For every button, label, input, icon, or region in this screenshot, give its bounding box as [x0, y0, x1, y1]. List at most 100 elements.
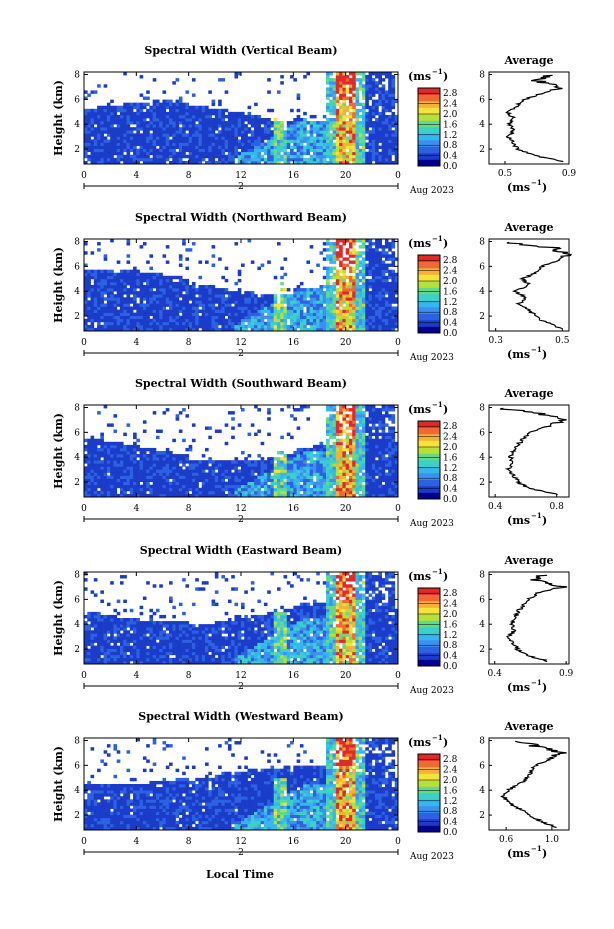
- heatmap-cell: [332, 254, 337, 258]
- heatmap-cell: [106, 315, 111, 320]
- heatmap-cell: [123, 269, 127, 274]
- heatmap-cell: [214, 475, 219, 479]
- heatmap-cell: [227, 487, 232, 492]
- heatmap-cell: [100, 114, 104, 119]
- heatmap-cell: [368, 84, 373, 88]
- heatmap-cell: [116, 484, 121, 489]
- heatmap-cell: [133, 451, 137, 455]
- heatmap-cell: [267, 136, 271, 140]
- heatmap-cell: [276, 154, 281, 159]
- heatmap-cell: [172, 275, 176, 280]
- heatmap-cell: [110, 118, 114, 122]
- heatmap-cell: [214, 145, 219, 150]
- heatmap-cell: [152, 275, 157, 280]
- heatmap-cell: [155, 454, 160, 458]
- heatmap-cell: [93, 160, 98, 165]
- heatmap-cell: [103, 309, 108, 313]
- heatmap-cell: [342, 291, 347, 295]
- heatmap-cell: [129, 463, 134, 467]
- heatmap-cell: [326, 75, 330, 79]
- heatmap-cell: [257, 303, 261, 307]
- heatmap-cell: [375, 142, 379, 146]
- heatmap-cell: [247, 160, 252, 165]
- heatmap-cell: [303, 481, 307, 486]
- heatmap-cell: [221, 303, 225, 307]
- heatmap-cell: [368, 272, 373, 277]
- heatmap-cell: [234, 291, 239, 295]
- heatmap-cell: [345, 114, 350, 119]
- heatmap-cell: [368, 81, 373, 85]
- heatmap-cell: [352, 145, 356, 150]
- heatmap-cell: [381, 93, 386, 97]
- heatmap-cell: [375, 102, 379, 107]
- heatmap-cell: [185, 111, 190, 116]
- heatmap-cell: [290, 324, 294, 329]
- heatmap-cell: [362, 297, 366, 301]
- heatmap-cell: [90, 121, 95, 125]
- heatmap-cell: [221, 321, 225, 326]
- heatmap-cell: [126, 297, 131, 301]
- average-frame: [488, 71, 570, 165]
- heatmap-cell: [198, 291, 203, 295]
- heatmap-cell: [110, 291, 114, 295]
- heatmap-cell: [250, 148, 255, 153]
- heatmap-cell: [290, 472, 294, 476]
- heatmap-cell: [290, 148, 294, 153]
- heatmap-cell: [362, 154, 366, 159]
- heatmap-cell: [362, 318, 366, 323]
- heatmap-cell: [227, 466, 232, 470]
- heatmap-cell: [237, 288, 242, 292]
- heatmap-cell: [316, 121, 320, 125]
- heatmap-cell: [280, 297, 284, 301]
- heatmap-cell: [312, 288, 317, 292]
- heatmap-cell: [352, 291, 356, 295]
- heatmap-cell: [339, 297, 343, 301]
- heatmap-cell: [162, 121, 167, 125]
- heatmap-cell: [384, 102, 389, 107]
- heatmap-cell: [113, 160, 118, 165]
- heatmap-cell: [231, 127, 235, 131]
- heatmap-cell: [254, 463, 258, 467]
- heatmap-cell: [139, 493, 144, 498]
- heatmap-cell: [110, 130, 114, 134]
- heatmap-cell: [97, 118, 101, 122]
- heatmap-cell: [231, 294, 235, 298]
- heatmap-cell: [237, 127, 242, 131]
- heatmap-cell: [169, 327, 173, 332]
- heatmap-cell: [378, 96, 382, 100]
- heatmap-cell: [355, 121, 360, 125]
- heatmap-cell: [280, 478, 284, 483]
- heatmap-cell: [159, 481, 163, 486]
- heatmap-cell: [208, 139, 212, 143]
- heatmap-cell: [227, 136, 232, 140]
- heatmap-cell: [211, 490, 216, 495]
- heatmap-cell: [352, 130, 356, 134]
- heatmap-cell: [335, 297, 340, 301]
- heatmap-cell: [371, 108, 376, 113]
- heatmap-cell: [214, 136, 219, 140]
- heatmap-cell: [172, 157, 176, 162]
- heatmap-cell: [342, 121, 347, 125]
- heatmap-cell: [126, 303, 131, 307]
- heatmap-cell: [119, 272, 124, 277]
- heatmap-cell: [103, 118, 108, 122]
- heatmap-cell: [152, 136, 157, 140]
- heatmap-cell: [172, 484, 176, 489]
- heatmap-cell: [182, 490, 186, 495]
- heatmap-cell: [133, 136, 137, 140]
- heatmap-cell: [116, 475, 121, 479]
- heatmap-cell: [339, 102, 343, 107]
- heatmap-cell: [146, 297, 150, 301]
- heatmap-cell: [113, 148, 118, 153]
- heatmap-cell: [87, 463, 91, 467]
- heatmap-cell: [286, 133, 291, 137]
- heatmap-cell: [276, 484, 281, 489]
- heatmap-cell: [306, 321, 311, 326]
- heatmap-cell: [169, 139, 173, 143]
- heatmap-cell: [100, 481, 104, 486]
- heatmap-cell: [146, 285, 150, 289]
- heatmap-cell: [172, 285, 176, 289]
- heatmap-cell: [267, 490, 271, 495]
- heatmap-cell: [231, 324, 235, 329]
- heatmap-cell: [316, 309, 320, 313]
